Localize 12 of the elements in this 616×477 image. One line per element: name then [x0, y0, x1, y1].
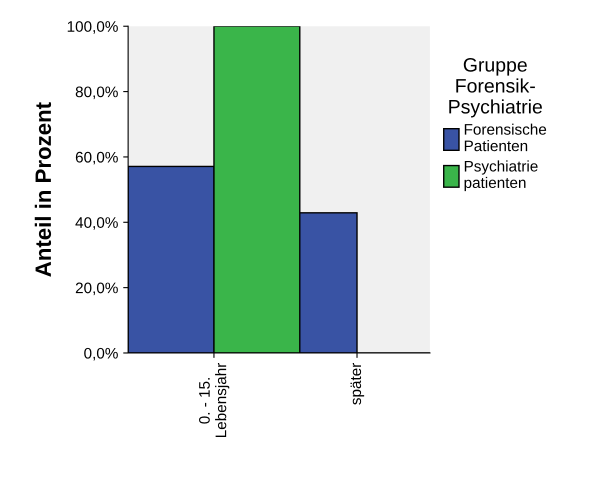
y-tick-label: 60,0% [76, 152, 118, 164]
x-tick-label: 0. - 15. Lebensjahr [199, 362, 230, 438]
legend-label: Forensische Patienten [464, 124, 546, 152]
y-tick-label: 80,0% [76, 86, 118, 100]
y-tick-label: 0,0% [84, 348, 118, 360]
y-tick-label: 40,0% [75, 217, 118, 230]
x-tick-label: später [350, 362, 364, 405]
y-tick-label: 20,0% [76, 282, 118, 296]
y-tick-label: 100,0% [68, 21, 118, 34]
legend-title: Gruppe Forensik- Psychiatrie [449, 58, 542, 118]
legend-label: Psychiatrie patienten [464, 160, 538, 192]
y-axis-title: Anteil in Prozent [34, 102, 52, 277]
